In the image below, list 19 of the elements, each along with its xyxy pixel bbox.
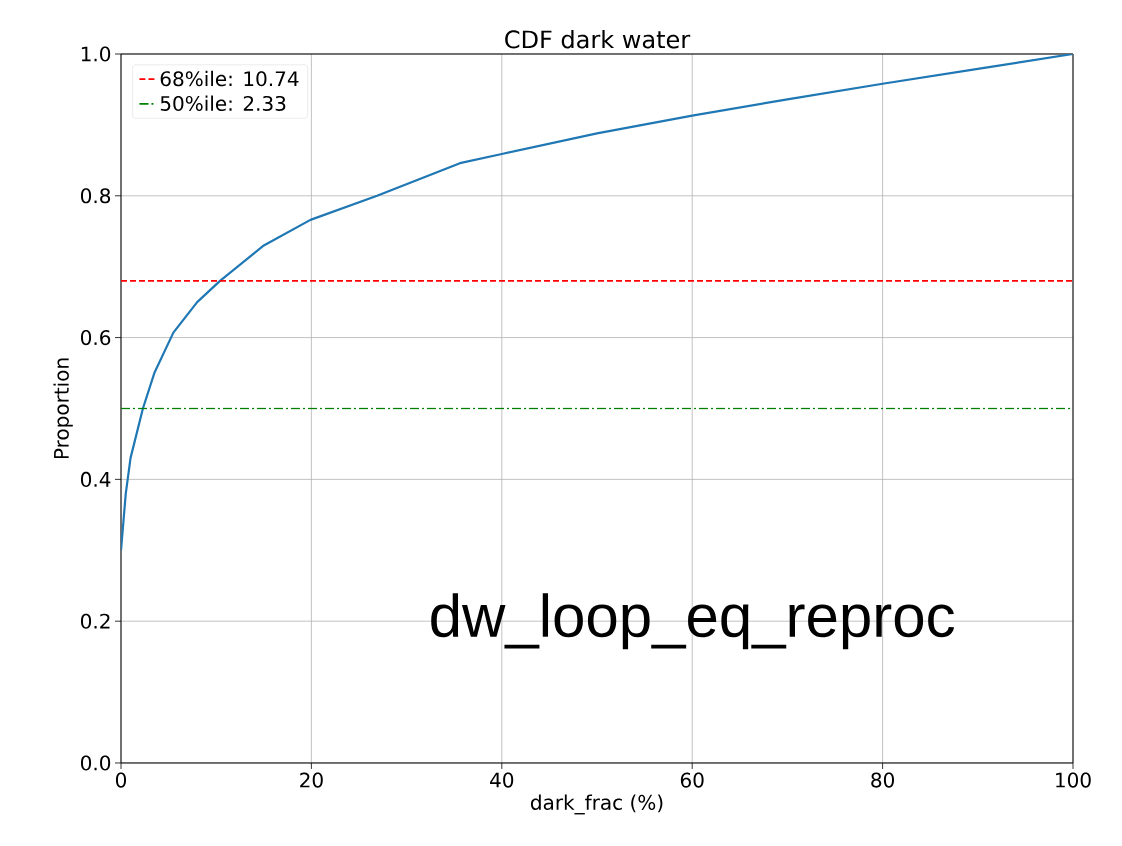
y-tick-label: 0.2 [80, 613, 110, 629]
line-series [121, 53, 1073, 552]
x-tick-label: 0 [115, 772, 127, 788]
y-tick-label: 0.4 [80, 471, 111, 487]
annotation: dw_loop_eq_reproc [431, 593, 955, 650]
y-tick-label: 1.0 [81, 46, 111, 62]
y-tick-label: 0.0 [80, 755, 111, 771]
x-tick-label: 60 [680, 772, 704, 788]
x-tick-label: 20 [300, 772, 323, 788]
y-tick-label: 0.8 [80, 188, 111, 204]
chart-title: CDF dark water [505, 29, 691, 49]
y-axis-title: Proportion [53, 358, 73, 459]
x-tick-label: 40 [490, 772, 514, 788]
x-tick-label: 100 [1056, 772, 1091, 788]
legend-label: 50%ile: 2.33 [160, 95, 286, 111]
x-tick-label: 80 [871, 772, 894, 788]
legend-label: 68%ile: 10.74 [160, 70, 299, 87]
y-tick-label: 0.6 [80, 330, 111, 346]
x-axis-title: dark_frac (%) [530, 794, 663, 815]
